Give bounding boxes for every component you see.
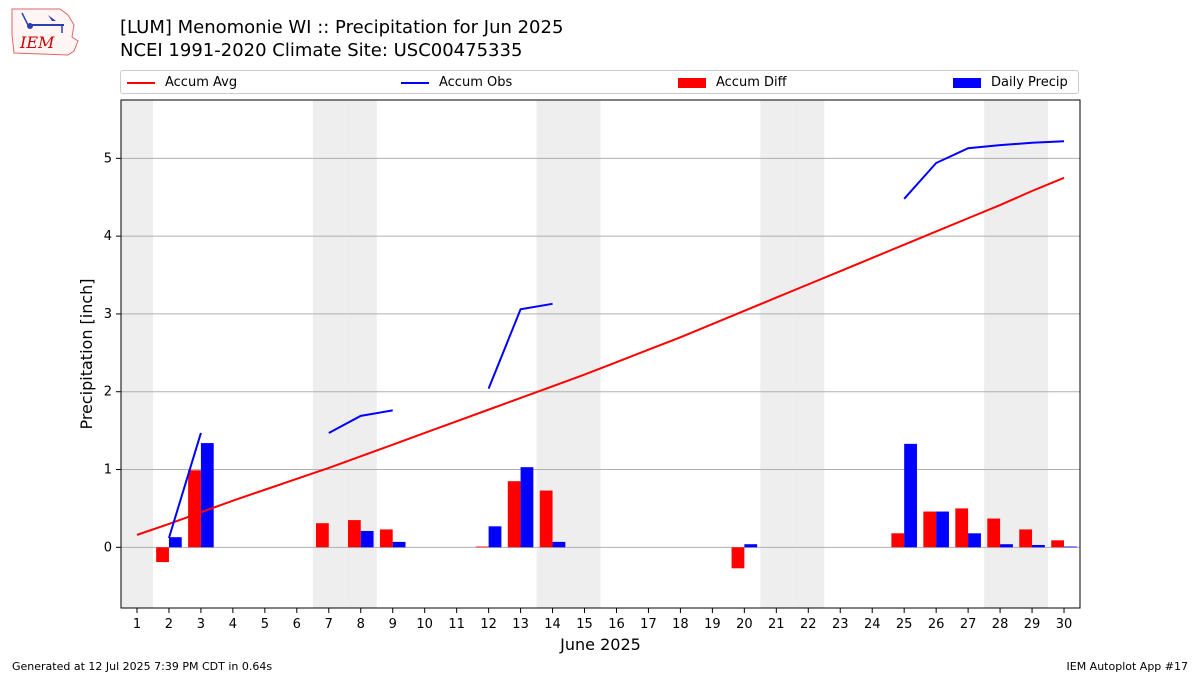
- xtick-label-12: 12: [480, 617, 497, 632]
- xtick-label-22: 22: [800, 617, 817, 632]
- bar-accum-diff-day-30: [1051, 540, 1065, 548]
- ytick-label-5: 5: [104, 151, 112, 166]
- bar-accum-diff-day-2: [156, 547, 169, 563]
- line-accum-obs-segment-3: [487, 302, 553, 389]
- iem-logo: IEM: [8, 5, 80, 59]
- bar-accum-diff-day-13: [507, 481, 521, 548]
- weekend-band-day-1: [121, 100, 153, 608]
- plot-frame: [120, 99, 1081, 609]
- bar-accum-diff-day-28: [987, 518, 1001, 548]
- bar-accum-diff-day-20: [731, 547, 745, 569]
- y-axis-label: Precipitation [inch]: [77, 278, 96, 429]
- xtick-label-30: 30: [1056, 617, 1073, 632]
- bar-daily-precip-day-13: [520, 467, 534, 548]
- ytick-label-1: 1: [104, 463, 112, 478]
- logo-text: IEM: [19, 33, 55, 52]
- bar-daily-precip-day-12: [488, 526, 502, 548]
- bar-daily-precip-day-30: [1064, 546, 1077, 548]
- bar-accum-diff-day-3: [188, 470, 201, 548]
- bar-daily-precip-day-9: [392, 541, 406, 548]
- ytick-label-3: 3: [104, 307, 112, 322]
- xtick-label-6: 6: [293, 617, 301, 632]
- chart-title: [LUM] Menomonie WI :: Precipitation for …: [120, 17, 564, 38]
- x-axis-label: June 2025: [559, 635, 641, 654]
- bar-daily-precip-day-29: [1032, 544, 1045, 548]
- xtick-label-13: 13: [512, 617, 529, 632]
- xtick-label-26: 26: [928, 617, 945, 632]
- xtick-label-25: 25: [896, 617, 913, 632]
- legend-swatch-accum-diff: [678, 77, 706, 88]
- ytick-label-4: 4: [104, 229, 112, 244]
- chart-subtitle: NCEI 1991-2020 Climate Site: USC00475335: [120, 40, 523, 61]
- xtick-label-2: 2: [165, 617, 173, 632]
- xtick-label-8: 8: [357, 617, 365, 632]
- ytick-label-2: 2: [104, 385, 112, 400]
- legend-item-accum-diff: Accum Diff: [678, 74, 787, 92]
- bar-daily-precip-day-20: [744, 544, 758, 548]
- bar-daily-precip-day-2: [168, 537, 182, 548]
- legend-label-accum-obs: Accum Obs: [439, 75, 513, 90]
- weekend-band-day-21: [760, 100, 793, 608]
- xtick-label-18: 18: [672, 617, 689, 632]
- xtick-label-17: 17: [640, 617, 657, 632]
- xtick-label-4: 4: [229, 617, 237, 632]
- bar-accum-diff-day-9: [379, 529, 393, 548]
- xtick-label-16: 16: [608, 617, 625, 632]
- legend-item-accum-avg: Accum Avg: [127, 74, 237, 92]
- xtick-label-7: 7: [325, 617, 333, 632]
- line-accum-obs-segment-4: [903, 140, 1065, 200]
- xtick-label-3: 3: [197, 617, 205, 632]
- legend-item-daily-precip: Daily Precip: [953, 74, 1068, 92]
- legend: Accum Avg Accum Obs Accum Diff Daily Pre…: [120, 70, 1079, 94]
- xtick-label-24: 24: [864, 617, 881, 632]
- xtick-label-28: 28: [992, 617, 1009, 632]
- bar-accum-diff-day-7: [315, 523, 329, 548]
- legend-item-accum-obs: Accum Obs: [401, 74, 512, 92]
- weekend-band-day-29: [1016, 100, 1049, 608]
- xtick-label-20: 20: [736, 617, 753, 632]
- legend-label-accum-avg: Accum Avg: [165, 75, 238, 90]
- footer-generated: Generated at 12 Jul 2025 7:39 PM CDT in …: [12, 660, 273, 673]
- bar-accum-diff-day-12: [475, 546, 489, 548]
- legend-label-daily-precip: Daily Precip: [991, 75, 1068, 90]
- bar-accum-diff-day-14: [539, 490, 553, 548]
- xtick-label-1: 1: [133, 617, 141, 632]
- weekend-band-day-15: [568, 100, 601, 608]
- weekend-band-day-22: [792, 100, 825, 608]
- bar-accum-diff-day-29: [1019, 529, 1033, 548]
- bar-daily-precip-day-25: [904, 443, 917, 548]
- bar-daily-precip-day-26: [936, 511, 949, 548]
- xtick-label-21: 21: [768, 617, 785, 632]
- bar-daily-precip-day-28: [1000, 544, 1013, 548]
- bar-daily-precip-day-27: [968, 533, 981, 548]
- xtick-label-19: 19: [704, 617, 721, 632]
- legend-swatch-accum-avg: [127, 81, 155, 84]
- xtick-label-11: 11: [448, 617, 465, 632]
- line-accum-avg-segment-1: [136, 176, 1065, 536]
- xtick-label-9: 9: [389, 617, 397, 632]
- legend-swatch-accum-obs: [401, 81, 429, 84]
- xtick-label-15: 15: [576, 617, 593, 632]
- xtick-label-23: 23: [832, 617, 849, 632]
- xtick-label-5: 5: [261, 617, 269, 632]
- xtick-label-10: 10: [416, 617, 433, 632]
- legend-label-accum-diff: Accum Diff: [716, 75, 787, 90]
- xtick-label-29: 29: [1024, 617, 1041, 632]
- bar-daily-precip-day-3: [200, 443, 214, 548]
- xtick-label-27: 27: [960, 617, 977, 632]
- bar-accum-diff-day-25: [891, 533, 905, 548]
- line-accum-obs-segment-2: [328, 409, 393, 434]
- bar-daily-precip-day-14: [552, 541, 566, 548]
- bar-accum-diff-day-27: [955, 508, 969, 548]
- bar-daily-precip-day-8: [360, 530, 374, 548]
- ytick-label-0: 0: [104, 540, 112, 555]
- bar-accum-diff-day-8: [347, 520, 361, 548]
- bar-accum-diff-day-26: [923, 511, 937, 548]
- xtick-label-14: 14: [544, 617, 561, 632]
- footer-app: IEM Autoplot App #17: [1066, 660, 1189, 673]
- line-accum-obs-segment-1: [167, 432, 202, 539]
- legend-swatch-daily-precip: [953, 77, 981, 88]
